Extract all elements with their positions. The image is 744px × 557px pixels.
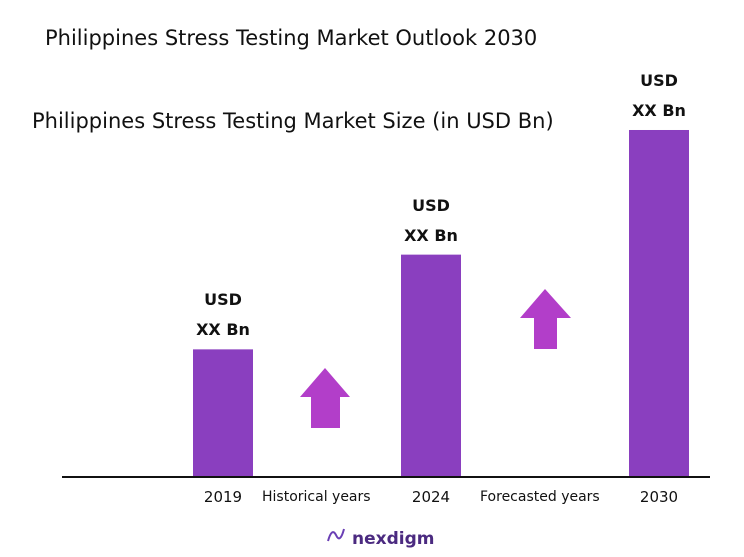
bar <box>401 254 461 476</box>
x-tick-label: 2019 <box>203 488 243 506</box>
x-tick-label: 2024 <box>411 488 451 506</box>
annotation: Forecasted years <box>480 489 600 505</box>
growth-arrow <box>520 289 571 349</box>
annotation: Historical years <box>262 489 371 505</box>
bar <box>629 129 689 476</box>
growth-arrow <box>300 368 350 428</box>
value-label: USD XX Bn <box>632 70 686 120</box>
value-label: USD XX Bn <box>196 290 250 340</box>
value-label: USD XX Bn <box>404 195 458 245</box>
x-tick-label: 2030 <box>639 488 679 506</box>
logo-mark <box>327 528 345 542</box>
bar <box>193 349 253 476</box>
chart-title: Philippines Stress Testing Market Size (… <box>32 109 554 133</box>
logo: nexdigm <box>352 529 435 549</box>
page-title: Philippines Stress Testing Market Outloo… <box>45 26 538 50</box>
